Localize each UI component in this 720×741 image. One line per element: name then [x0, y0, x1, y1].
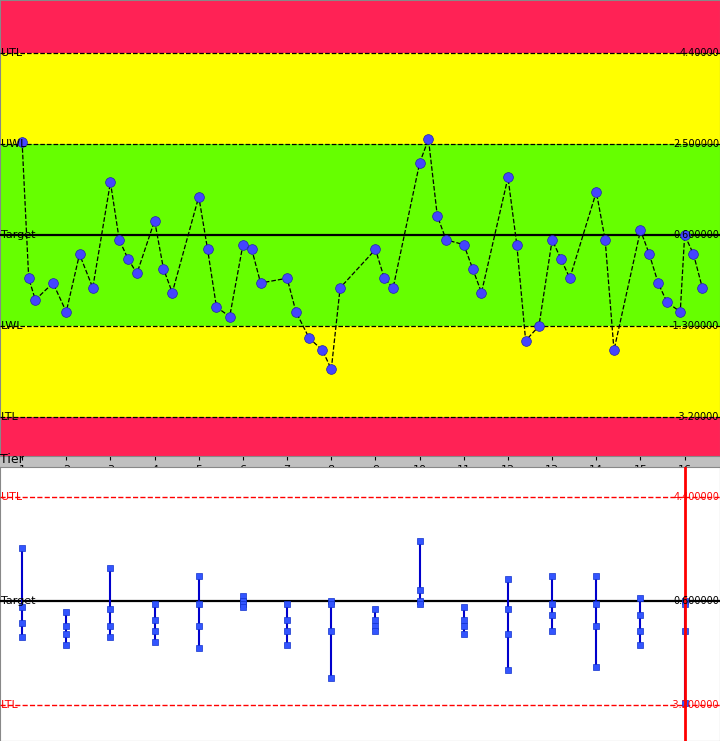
Text: 4.400000: 4.400000 [673, 492, 719, 502]
Text: LWL: LWL [1, 321, 23, 331]
Text: Tier: Tier [0, 453, 24, 465]
Text: Target: Target [1, 230, 35, 240]
Bar [0, 53, 720, 144]
Text: -3.200000: -3.200000 [670, 700, 719, 711]
Text: UTL: UTL [1, 47, 22, 58]
Text: 0.600000: 0.600000 [673, 597, 719, 606]
Text: Target: Target [1, 597, 35, 606]
Text: LTL: LTL [1, 412, 19, 422]
Bar [0, 326, 720, 417]
Text: 2.500000: 2.500000 [673, 139, 719, 149]
Text: UWL: UWL [1, 139, 26, 149]
Text: LTL: LTL [1, 700, 19, 711]
Text: -3.20000: -3.20000 [676, 412, 719, 422]
Text: -1.300000: -1.300000 [670, 321, 719, 331]
Text: UTL: UTL [1, 492, 22, 502]
Bar [0, 144, 720, 326]
Text: 4.40000: 4.40000 [680, 47, 719, 58]
Text: 0.600000: 0.600000 [673, 230, 719, 240]
